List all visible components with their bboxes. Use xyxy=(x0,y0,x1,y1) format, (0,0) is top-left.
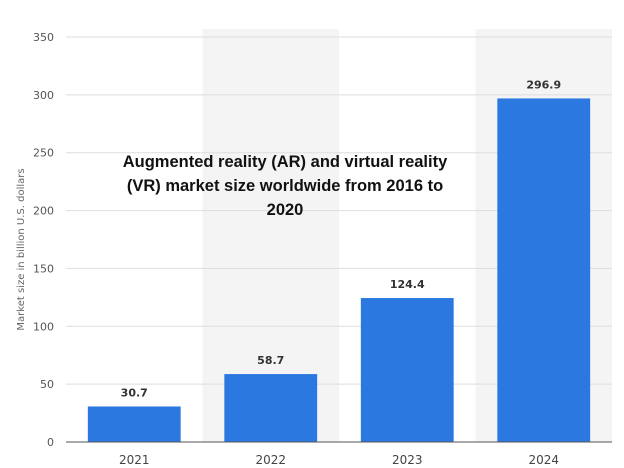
data-labels: 30.7 58.7 124.4 296.9 xyxy=(121,78,561,399)
bars xyxy=(87,98,591,443)
bar xyxy=(224,374,318,442)
y-axis-label: Market size in billion U.S. dollars xyxy=(16,168,27,330)
y-tick-label: 250 xyxy=(33,147,54,160)
category-band xyxy=(202,29,339,442)
x-tick-label: 2024 xyxy=(528,453,559,467)
data-label: 124.4 xyxy=(390,278,425,291)
x-tick-label: 2023 xyxy=(392,453,423,467)
x-tick-label: 2022 xyxy=(255,453,286,467)
bar xyxy=(360,298,454,442)
y-axis-ticks: 0 50 100 150 200 250 300 350 xyxy=(33,31,54,449)
y-tick-label: 150 xyxy=(33,262,54,275)
data-label: 296.9 xyxy=(526,78,561,91)
y-tick-label: 300 xyxy=(33,89,54,102)
y-tick-label: 100 xyxy=(33,320,54,333)
x-axis-ticks: 2021 2022 2023 2024 xyxy=(119,453,559,467)
chart-title: Augmented reality (AR) and virtual reali… xyxy=(122,153,448,219)
y-tick-label: 350 xyxy=(33,31,54,44)
x-tick-label: 2021 xyxy=(119,453,150,467)
y-tick-label: 50 xyxy=(40,378,54,391)
bar xyxy=(497,98,591,443)
y-tick-label: 200 xyxy=(33,205,54,218)
data-label: 58.7 xyxy=(257,354,284,367)
bar xyxy=(87,406,181,442)
y-tick-label: 0 xyxy=(47,436,54,449)
data-label: 30.7 xyxy=(121,386,148,399)
